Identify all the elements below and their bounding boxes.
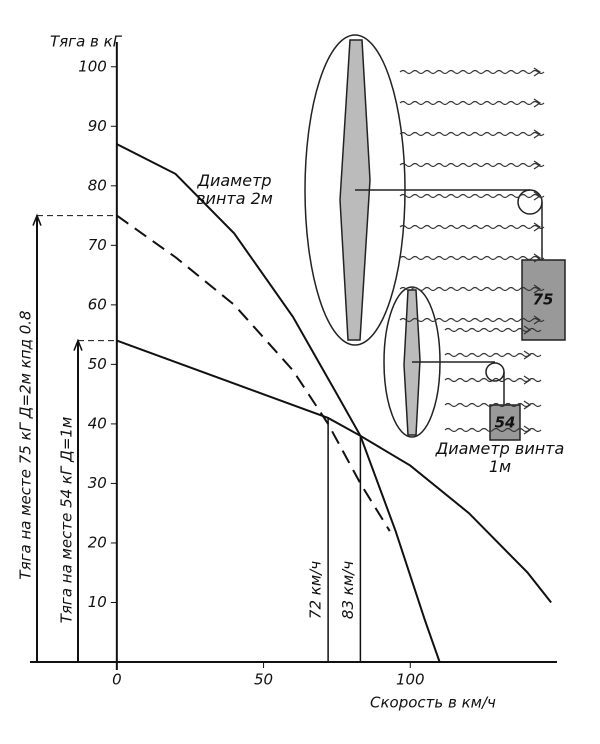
weight-label: 75 — [533, 291, 554, 309]
curve — [116, 143, 441, 663]
y-tick-label: 20 — [88, 533, 107, 551]
y-tick-label: 10 — [88, 593, 107, 611]
flow-arrow — [399, 67, 545, 77]
curve — [116, 214, 391, 532]
big-pulley — [517, 189, 543, 215]
flow-arrow — [399, 222, 545, 232]
flow-arrow — [444, 400, 542, 410]
series-label: Диаметр винта 2м — [196, 171, 273, 208]
y-tick-label: 30 — [88, 474, 107, 492]
thrust-label: Тяга на месте 75 кГ Д=2м кпд 0.8 — [17, 310, 35, 579]
flow-arrow — [444, 425, 542, 435]
series-label: Диаметр винта 1м — [435, 439, 565, 476]
air-flow — [399, 67, 545, 435]
flow-arrow — [399, 315, 545, 325]
flow-arrow — [444, 350, 542, 360]
thrust-label: Тяга на месте 54 кГ Д=1м — [58, 417, 76, 624]
x-axis-title: Скорость в км/ч — [370, 694, 496, 712]
y-tick-label: 50 — [88, 355, 107, 373]
y-tick-label: 80 — [88, 176, 107, 194]
flow-arrow — [399, 284, 545, 294]
flow-arrow — [444, 325, 542, 335]
flow-arrow — [399, 98, 545, 108]
y-tick-label: 40 — [88, 414, 107, 432]
x-tick-label: 100 — [396, 671, 425, 689]
y-tick-label: 70 — [88, 236, 107, 254]
y-tick-label: 90 — [88, 117, 107, 135]
y-axis-title: Тяга в кГ — [50, 33, 123, 51]
x-tick-label: 0 — [112, 671, 122, 689]
propellers — [304, 34, 566, 441]
flow-arrow — [399, 129, 545, 139]
x-tick-label: 50 — [254, 671, 273, 689]
y-tick-label: 100 — [78, 57, 107, 75]
speed-label: 83 км/ч — [339, 561, 357, 619]
flow-arrow — [399, 191, 545, 201]
flow-arrow — [444, 375, 542, 385]
flow-arrow — [399, 253, 545, 263]
curve — [116, 339, 552, 604]
weight-label: 54 — [495, 414, 516, 432]
y-tick-label: 60 — [88, 295, 107, 313]
big-weight — [521, 259, 566, 341]
speed-label: 72 км/ч — [307, 561, 325, 619]
flow-arrow — [399, 160, 545, 170]
